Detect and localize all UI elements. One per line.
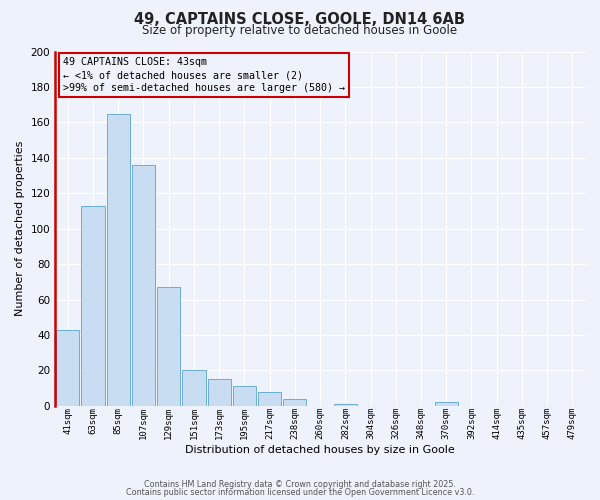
Bar <box>182 370 206 406</box>
Bar <box>157 287 181 406</box>
Text: 49, CAPTAINS CLOSE, GOOLE, DN14 6AB: 49, CAPTAINS CLOSE, GOOLE, DN14 6AB <box>134 12 466 28</box>
Text: Size of property relative to detached houses in Goole: Size of property relative to detached ho… <box>142 24 458 37</box>
Bar <box>434 402 458 406</box>
Bar <box>107 114 130 406</box>
Bar <box>233 386 256 406</box>
X-axis label: Distribution of detached houses by size in Goole: Distribution of detached houses by size … <box>185 445 455 455</box>
Bar <box>56 330 79 406</box>
Text: 49 CAPTAINS CLOSE: 43sqm
← <1% of detached houses are smaller (2)
>99% of semi-d: 49 CAPTAINS CLOSE: 43sqm ← <1% of detach… <box>63 57 345 93</box>
Bar <box>132 165 155 406</box>
Text: Contains public sector information licensed under the Open Government Licence v3: Contains public sector information licen… <box>126 488 474 497</box>
Bar <box>82 206 104 406</box>
Text: Contains HM Land Registry data © Crown copyright and database right 2025.: Contains HM Land Registry data © Crown c… <box>144 480 456 489</box>
Bar <box>258 392 281 406</box>
Bar <box>283 398 307 406</box>
Bar <box>208 379 231 406</box>
Y-axis label: Number of detached properties: Number of detached properties <box>15 141 25 316</box>
Bar <box>334 404 357 406</box>
